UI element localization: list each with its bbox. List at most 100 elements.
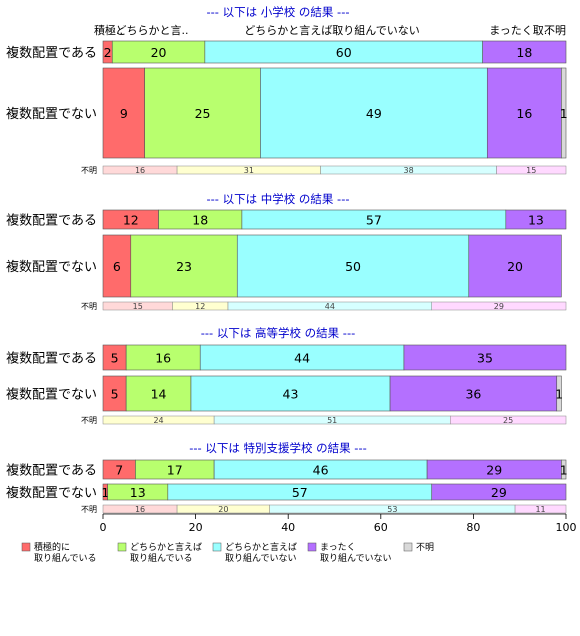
- unknown-value-label: 12: [195, 302, 205, 311]
- unknown-row-label: 不明: [81, 416, 97, 425]
- bar-segment: [130, 234, 238, 298]
- unknown-value-label: 53: [387, 505, 397, 514]
- unknown-segment: [450, 415, 567, 425]
- value-label: 49: [366, 106, 382, 121]
- value-label: 7: [115, 463, 123, 478]
- group-title: --- 以下は 中学校 の結果 ---: [206, 192, 349, 206]
- bar-segment: [102, 67, 145, 159]
- value-label: 57: [292, 485, 308, 500]
- row-label: 複数配置でない: [6, 259, 97, 275]
- bar-segment: [468, 234, 562, 298]
- unknown-row-label: 不明: [81, 302, 97, 311]
- value-label: 20: [151, 45, 167, 60]
- value-label: 13: [528, 213, 544, 228]
- unknown-row-label: 不明: [81, 505, 97, 514]
- bar-segment: [561, 67, 567, 159]
- legend-label: 取り組んでいない: [320, 552, 392, 564]
- x-tick-label: 80: [466, 521, 480, 534]
- value-label: 43: [283, 387, 299, 402]
- row-label: 複数配置である: [6, 213, 97, 229]
- header-label-1: 積極..: [94, 23, 123, 37]
- value-label: 12: [123, 213, 139, 228]
- row-label: 複数配置でない: [6, 485, 97, 501]
- bar-segment: [144, 67, 261, 159]
- bar-segment: [190, 375, 391, 412]
- x-tick-label: 0: [100, 521, 107, 534]
- value-label: 16: [155, 351, 171, 366]
- legend-label: 取り組んでいない: [225, 552, 297, 564]
- bar-segment: [505, 209, 567, 230]
- legend-label: どちらかと言えば: [130, 541, 202, 553]
- value-label: 36: [465, 387, 481, 402]
- value-label: 17: [167, 463, 183, 478]
- value-label: 2: [104, 45, 112, 60]
- row-label: 複数配置でない: [6, 106, 97, 122]
- unknown-value-label: 16: [135, 166, 145, 175]
- legend-label: 積極的に: [34, 541, 70, 553]
- value-label: 23: [176, 259, 192, 274]
- x-tick-label: 40: [281, 521, 295, 534]
- row-label: 複数配置である: [6, 351, 97, 367]
- bar-segment: [125, 344, 201, 371]
- value-label: 14: [151, 387, 167, 402]
- bar-segment: [389, 375, 558, 412]
- value-label: 1: [101, 485, 109, 500]
- value-label: 5: [111, 387, 119, 402]
- unknown-value-label: 31: [244, 166, 254, 175]
- legend-label: 取り組んでいる: [34, 552, 97, 564]
- row-label: 複数配置である: [6, 463, 97, 479]
- unknown-value-label: 15: [133, 302, 143, 311]
- bar-segment: [431, 483, 567, 501]
- header-label-2: どちらかと言..: [116, 24, 189, 37]
- unknown-value-label: 29: [494, 302, 504, 311]
- unknown-value-label: 25: [503, 416, 513, 425]
- value-label: 16: [516, 106, 532, 121]
- bar-segment: [236, 234, 470, 298]
- header-label-3: どちらかと言えば取り組んでいない: [244, 24, 419, 37]
- value-label: 6: [113, 259, 121, 274]
- unknown-segment: [496, 165, 567, 175]
- bar-segment: [403, 344, 567, 371]
- value-label: 1: [560, 463, 568, 478]
- legend-swatch: [212, 542, 222, 552]
- unknown-value-label: 38: [403, 166, 413, 175]
- bar-segment: [482, 40, 567, 64]
- value-label: 46: [313, 463, 329, 478]
- legend-label: まったく: [320, 542, 356, 553]
- value-label: 29: [491, 485, 507, 500]
- value-label: 35: [477, 351, 493, 366]
- bar-segment: [561, 459, 567, 480]
- group-title: --- 以下は 小学校 の結果 ---: [206, 5, 349, 19]
- bar-segment: [125, 375, 192, 412]
- unknown-row-label: 不明: [81, 166, 97, 175]
- x-tick-label: 100: [556, 521, 577, 534]
- legend-label: 取り組んでいる: [130, 552, 193, 564]
- row-label: 複数配置である: [6, 45, 97, 61]
- value-label: 1: [560, 106, 568, 121]
- legend-swatch: [21, 542, 31, 552]
- row-label: 複数配置でない: [6, 387, 97, 403]
- value-label: 20: [507, 259, 523, 274]
- group-title: --- 以下は 高等学校 の結果 ---: [201, 326, 356, 340]
- value-label: 25: [195, 106, 211, 121]
- value-label: 9: [120, 106, 128, 121]
- unknown-value-label: 16: [135, 505, 145, 514]
- legend-label: どちらかと言えば: [225, 541, 297, 553]
- group-title: --- 以下は 特別支援学校 の結果 ---: [189, 441, 367, 455]
- x-tick-label: 20: [189, 521, 203, 534]
- legend-swatch: [117, 542, 127, 552]
- value-label: 44: [294, 351, 310, 366]
- value-label: 18: [192, 213, 208, 228]
- value-label: 18: [516, 45, 532, 60]
- value-label: 5: [111, 351, 119, 366]
- unknown-value-label: 15: [526, 166, 536, 175]
- header-label-5: 不明: [544, 24, 566, 37]
- unknown-value-label: 20: [218, 505, 228, 514]
- unknown-value-label: 11: [535, 505, 545, 514]
- unknown-value-label: 51: [327, 416, 337, 425]
- x-tick-label: 60: [374, 521, 388, 534]
- value-label: 57: [366, 213, 382, 228]
- value-label: 60: [336, 45, 352, 60]
- value-label: 50: [345, 259, 361, 274]
